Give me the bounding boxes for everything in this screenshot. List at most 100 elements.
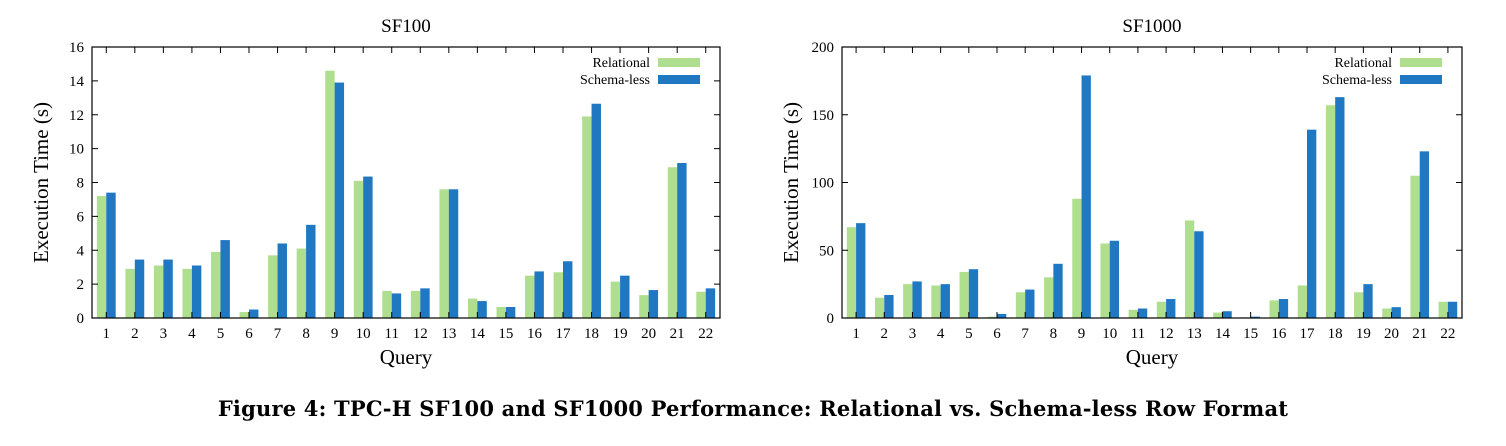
chart1-bar-relational-q4 <box>182 268 192 318</box>
chart1-bar-relational-q12 <box>410 290 421 318</box>
chart2-x-tick-label: 7 <box>1021 326 1029 342</box>
chart1-x-tick-label: 14 <box>470 326 486 342</box>
chart1-bar-relational-q7 <box>268 255 278 318</box>
chart1-x-tick-label: 3 <box>160 326 168 342</box>
chart2-bar-relational-q16 <box>1269 300 1279 318</box>
chart2-bar-schemaless-q1 <box>856 223 866 318</box>
chart2-x-tick-label: 22 <box>1440 326 1455 342</box>
chart1-bar-schemaless-q6 <box>249 309 259 318</box>
chart1-x-tick-label: 15 <box>498 326 513 342</box>
chart2-bar-schemaless-q22 <box>1447 301 1458 318</box>
chart2-bar-schemaless-q5 <box>968 269 979 318</box>
chart1-x-tick-label: 4 <box>188 326 196 342</box>
chart2-x-tick-label: 12 <box>1159 326 1174 342</box>
chart1-legend-swatch-schemaless <box>658 75 700 84</box>
chart2-bar-schemaless-q4 <box>940 284 950 319</box>
chart2-bar-schemaless-q20 <box>1391 307 1401 318</box>
chart2-x-tick-label: 11 <box>1131 326 1145 342</box>
chart1-x-tick-label: 13 <box>441 326 456 342</box>
chart1-bar-schemaless-q3 <box>163 259 173 318</box>
chart1-bar-relational-q16 <box>525 275 535 318</box>
chart2-bar-relational-q8 <box>1044 277 1054 318</box>
chart1-bar-relational-q18 <box>582 116 592 318</box>
chart1-bar-relational-q20 <box>639 295 649 318</box>
chart1-x-tick-label: 19 <box>613 326 628 342</box>
chart1-bar-relational-q9 <box>325 70 335 319</box>
chart2-bar-relational-q22 <box>1438 301 1448 318</box>
chart2-x-tick-label: 9 <box>1078 326 1086 342</box>
chart2-bar-schemaless-q14 <box>1222 311 1232 318</box>
chart2-x-tick-label: 13 <box>1187 326 1202 342</box>
chart2-bar-schemaless-q18 <box>1335 97 1345 318</box>
chart2-bar-relational-q9 <box>1072 198 1082 318</box>
chart1-x-tick-label: 10 <box>356 326 371 342</box>
chart1-y-tick-label: 2 <box>77 277 85 293</box>
chart1-x-tick-label: 12 <box>413 326 428 342</box>
chart2-legend-label-schemaless: Schema-less <box>1322 73 1392 88</box>
chart2-y-tick-label: 0 <box>827 311 835 327</box>
chart1-bar-schemaless-q15 <box>505 306 516 318</box>
chart2-x-tick-label: 18 <box>1328 326 1343 342</box>
chart2-bar-relational-q6 <box>987 316 997 318</box>
chart1-bar-relational-q6 <box>239 312 249 318</box>
chart2-bar-relational-q20 <box>1382 308 1392 318</box>
chart1-bar-schemaless-q22 <box>705 288 716 318</box>
chart2-bar-schemaless-q13 <box>1194 231 1204 318</box>
chart2-x-tick-label: 8 <box>1050 326 1058 342</box>
chart2-bar-schemaless-q2 <box>884 294 894 318</box>
chart1-x-tick-label: 17 <box>556 326 572 342</box>
chart2-legend-swatch-schemaless <box>1400 75 1442 84</box>
chart1-x-tick-label: 20 <box>641 326 656 342</box>
chart2-bar-relational-q3 <box>903 284 913 319</box>
chart2-x-tick-label: 4 <box>937 326 945 342</box>
chart2-bar-relational-q7 <box>1015 292 1026 318</box>
chart1-bar-schemaless-q1 <box>106 192 116 318</box>
chart2-bar-schemaless-q17 <box>1307 129 1317 318</box>
chart1-bar-schemaless-q14 <box>477 301 487 318</box>
chart1-bar-relational-q8 <box>296 248 307 318</box>
chart2-y-tick-label: 150 <box>812 108 835 124</box>
chart1-x-tick-label: 8 <box>302 326 310 342</box>
chart1-bar-schemaless-q17 <box>563 261 573 318</box>
chart2-x-tick-label: 5 <box>965 326 973 342</box>
chart1-bar-relational-q13 <box>439 189 449 318</box>
chart2-bar-relational-q21 <box>1410 175 1420 318</box>
chart2-y-tick-label: 100 <box>812 176 835 192</box>
chart1-x-tick-label: 16 <box>527 326 543 342</box>
chart2-bar-relational-q5 <box>959 271 969 318</box>
chart2-bar-relational-q1 <box>846 227 857 318</box>
chart1-bar-relational-q21 <box>667 167 678 318</box>
chart1-legend-label-schemaless: Schema-less <box>580 73 650 88</box>
chart2-bar-schemaless-q19 <box>1363 284 1373 319</box>
chart1-y-tick-label: 0 <box>77 311 85 327</box>
chart2-bar-relational-q17 <box>1297 285 1307 318</box>
chart2-bar-relational-q12 <box>1156 301 1167 318</box>
chart1-x-tick-label: 11 <box>385 326 399 342</box>
chart1-x-tick-label: 6 <box>245 326 253 342</box>
chart1-bar-schemaless-q4 <box>191 265 202 318</box>
chart2-bar-schemaless-q12 <box>1166 299 1176 318</box>
figure-caption: Figure 4: TPC-H SF100 and SF1000 Perform… <box>217 396 1289 421</box>
chart2-bar-schemaless-q6 <box>997 313 1007 318</box>
chart1-x-tick-label: 22 <box>698 326 713 342</box>
chart1-bar-schemaless-q2 <box>134 259 145 318</box>
chart2-legend-label-relational: Relational <box>1334 56 1392 71</box>
chart1-x-tick-label: 21 <box>670 326 685 342</box>
chart2-x-tick-label: 20 <box>1384 326 1399 342</box>
chart1-bar-relational-q3 <box>153 265 164 318</box>
chart1-bar-schemaless-q10 <box>363 176 373 318</box>
chart1-bar-schemaless-q13 <box>448 189 459 318</box>
chart2-y-tick-label: 200 <box>812 40 835 56</box>
chart2-bar-schemaless-q7 <box>1025 289 1035 318</box>
chart2-x-tick-label: 3 <box>909 326 917 342</box>
chart2-x-axis-label: Query <box>1126 345 1179 369</box>
chart2-bar-schemaless-q3 <box>912 281 922 318</box>
chart1-bar-schemaless-q5 <box>220 240 230 318</box>
chart1-bar-relational-q22 <box>696 291 706 318</box>
chart1-bar-schemaless-q11 <box>391 293 402 318</box>
chart1-bar-relational-q1 <box>96 196 107 318</box>
chart1-x-tick-label: 1 <box>103 326 111 342</box>
chart1-bar-relational-q14 <box>467 298 478 318</box>
chart2-bar-schemaless-q10 <box>1109 240 1120 318</box>
